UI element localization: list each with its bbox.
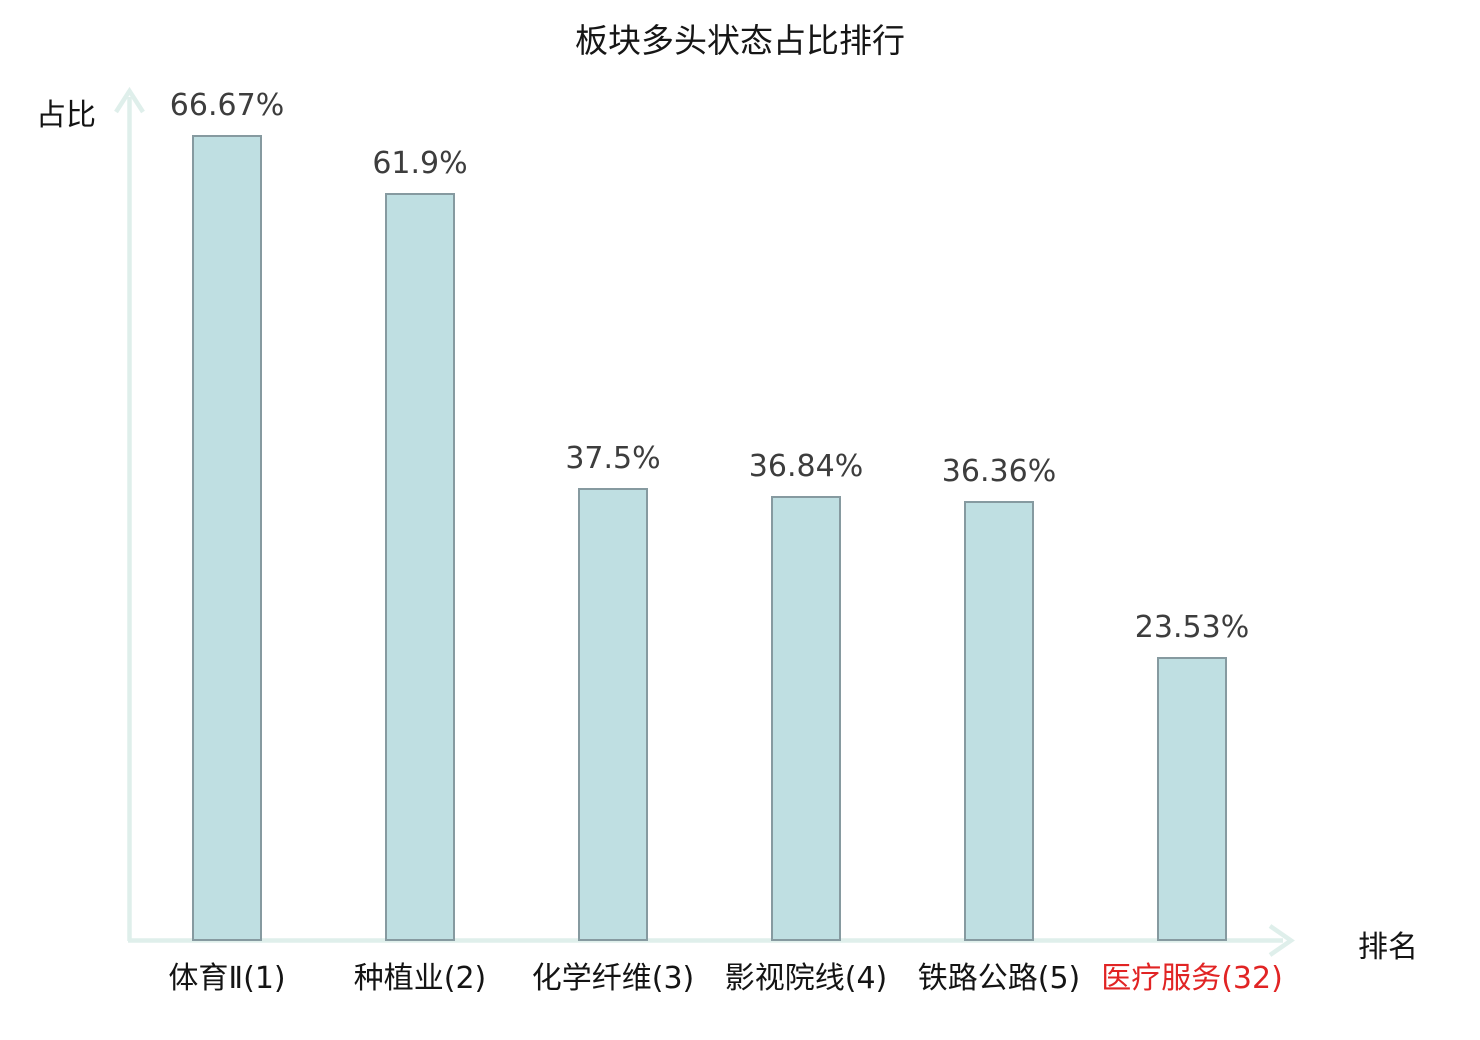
bar-value-label: 23.53%	[1134, 610, 1250, 645]
bar-value-label: 36.36%	[941, 454, 1057, 489]
y-axis-arrow-icon	[114, 86, 145, 114]
category-label: 影视院线(4)	[724, 961, 888, 996]
bar	[192, 135, 262, 941]
bar-value-label: 61.9%	[372, 146, 468, 181]
bar-value-label: 66.67%	[169, 88, 285, 123]
bar	[964, 501, 1034, 941]
x-axis-arrow-icon	[1268, 924, 1295, 957]
chart-title: 板块多头状态占比排行	[575, 21, 905, 60]
x-axis-label: 排名	[1358, 930, 1418, 965]
bar	[1157, 657, 1227, 941]
y-axis-label: 占比	[36, 98, 96, 133]
category-label: 种植业(2)	[353, 961, 487, 996]
category-label: 医疗服务(32)	[1101, 961, 1283, 996]
bar	[578, 488, 648, 941]
bar	[385, 193, 455, 941]
bar-value-label: 37.5%	[565, 441, 661, 476]
category-label: 化学纤维(3)	[531, 961, 695, 996]
category-label: 体育Ⅱ(1)	[168, 961, 286, 996]
bar	[771, 496, 841, 941]
category-label: 铁路公路(5)	[917, 961, 1081, 996]
bar-value-label: 36.84%	[748, 449, 864, 484]
